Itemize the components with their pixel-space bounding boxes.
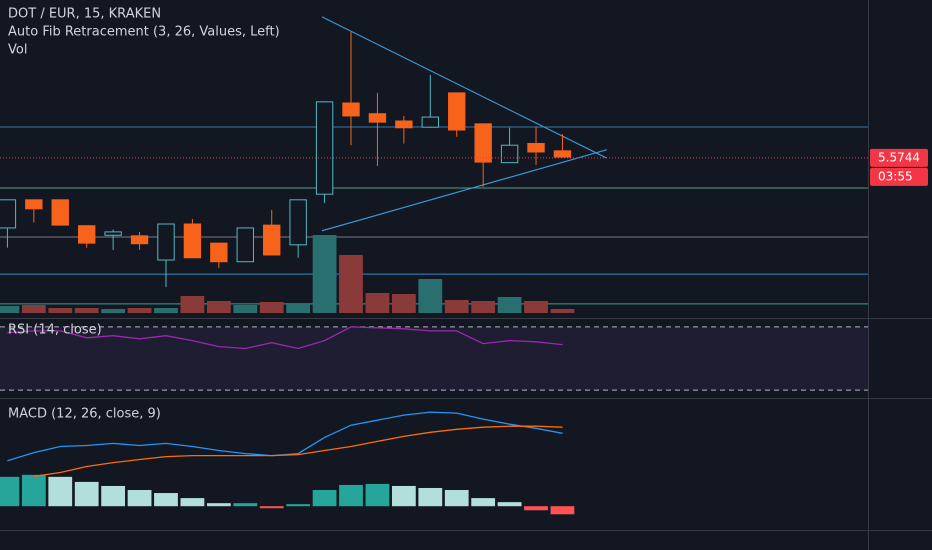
macd-histogram-bar: [286, 504, 311, 507]
macd-histogram-bar: [444, 490, 469, 507]
candle-body: [448, 92, 466, 131]
volume-bar: [312, 235, 337, 313]
symbol-title: DOT / EUR, 15, KRAKEN: [8, 7, 161, 22]
candle-body: [210, 242, 228, 263]
indicator-label: Auto Fib Retracement (3, 26, Values, Lef…: [8, 25, 280, 40]
candle-body: [104, 231, 122, 236]
macd-histogram-bar: [180, 498, 205, 507]
candle-body: [51, 199, 69, 226]
macd-histogram-bar: [365, 483, 390, 507]
volume-bar: [0, 306, 20, 313]
rsi-band: [0, 326, 868, 391]
macd-histogram-bar: [101, 485, 126, 507]
candle-body: [183, 223, 202, 259]
candle-body: [78, 225, 96, 244]
candle-body: [342, 102, 360, 117]
macd-histogram-bar: [312, 490, 337, 507]
macd-label: MACD (12, 26, close, 9): [8, 407, 161, 422]
candle-body: [315, 101, 334, 195]
signal-line: [33, 425, 563, 478]
volume-bar: [286, 304, 311, 313]
candle-body: [263, 224, 281, 256]
candle-body: [474, 123, 492, 163]
candle-body: [368, 113, 387, 123]
macd-histogram-bar: [550, 506, 575, 515]
macd-histogram-bar: [206, 503, 231, 507]
volume-bar: [444, 300, 469, 313]
volume-bar: [365, 293, 390, 313]
volume-bar: [391, 294, 416, 313]
volume-bar: [180, 296, 205, 313]
macd-histogram-bar: [497, 502, 522, 507]
volume-bar: [101, 309, 126, 313]
rsi-line: [7, 326, 563, 350]
volume-bar: [497, 297, 522, 313]
trend-line: [321, 16, 608, 159]
candle-body: [236, 227, 254, 263]
macd-histogram-bar: [0, 476, 20, 507]
indicator-label: Vol: [8, 43, 27, 58]
countdown-box: [870, 167, 928, 186]
macd-histogram-bar: [391, 485, 416, 507]
candle-body: [500, 144, 519, 164]
volume-bar: [48, 308, 73, 313]
candle-body: [395, 120, 413, 129]
macd-histogram-bar: [233, 503, 258, 507]
candle-body: [157, 223, 175, 261]
last-price-label: 5.5744: [878, 150, 920, 164]
volume-bar: [471, 301, 496, 313]
volume-bar: [154, 308, 178, 313]
macd-histogram-bar: [154, 493, 178, 507]
trend-line: [321, 149, 608, 232]
candle-body: [25, 199, 43, 210]
volume-bar: [524, 301, 548, 313]
macd-histogram-bar: [259, 506, 284, 509]
candle-body: [527, 143, 545, 153]
macd-histogram-bar: [74, 481, 99, 507]
macd-histogram-bar: [127, 490, 152, 507]
last-price-box: [870, 148, 928, 167]
candle-body: [130, 235, 149, 245]
volume-bar: [74, 308, 99, 313]
volume-bar: [127, 308, 152, 313]
rsi-label: RSI (14, close): [8, 323, 102, 338]
macd-histogram-bar: [418, 487, 443, 507]
countdown-label: 03:55: [878, 169, 913, 183]
volume-bar: [550, 309, 575, 313]
macd-histogram-bar: [339, 484, 363, 507]
candle-body: [553, 150, 572, 158]
plot: [0, 16, 868, 515]
volume-bar: [21, 305, 46, 313]
macd-histogram-bar: [21, 474, 46, 507]
macd-histogram-bar: [471, 498, 496, 507]
candle-body: [421, 116, 439, 128]
volume-bar: [259, 302, 284, 313]
macd-histogram-bar: [48, 476, 73, 507]
candle-body: [0, 199, 17, 229]
macd-histogram-bar: [524, 506, 548, 511]
candle-body: [289, 199, 307, 246]
axes: 5.5744 03:55: [870, 148, 928, 186]
volume-bar: [418, 279, 443, 313]
volume-bar: [206, 301, 231, 313]
volume-bar: [233, 305, 258, 313]
volume-bar: [339, 255, 363, 313]
